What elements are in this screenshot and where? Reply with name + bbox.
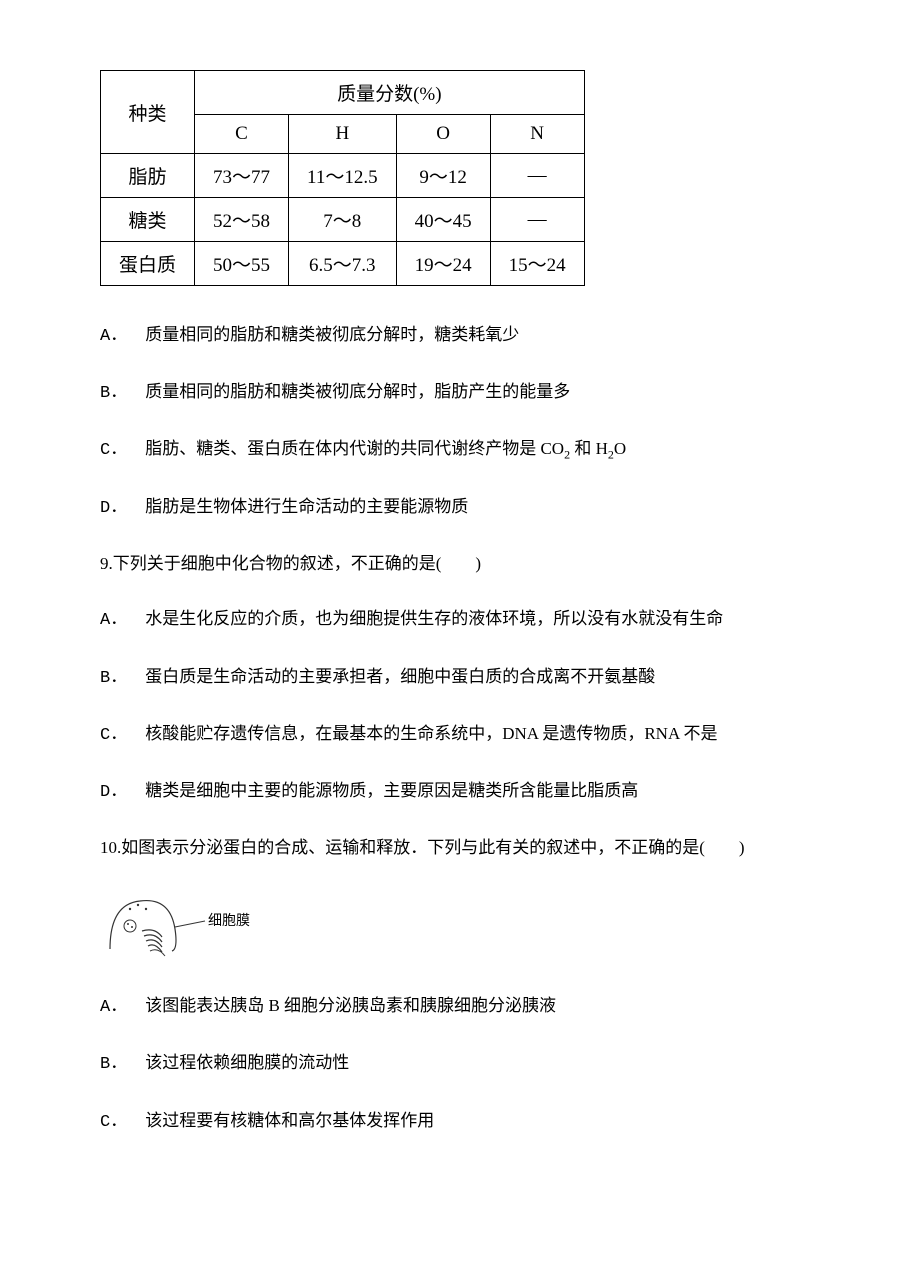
- q9-option-c: C． 核酸能贮存遗传信息，在最基本的生命系统中，DNA 是遗传物质，RNA 不是: [100, 720, 835, 749]
- composition-table: 种类 质量分数(%) C H O N 脂肪 73～77 11～12.5 9～12…: [100, 70, 585, 286]
- table-row: 蛋白质 50～55 6.5～7.3 19～24 15～24: [101, 242, 585, 286]
- q8-option-a: A． 质量相同的脂肪和糖类被彻底分解时，糖类耗氧少: [100, 321, 835, 350]
- q9-option-d: D． 糖类是细胞中主要的能源物质，主要原因是糖类所含能量比脂质高: [100, 777, 835, 806]
- table-row: 脂肪 73～77 11～12.5 9～12 —: [101, 154, 585, 198]
- option-text: 核酸能贮存遗传信息，在最基本的生命系统中，DNA 是遗传物质，RNA 不是: [145, 724, 717, 743]
- q9-option-a: A． 水是生化反应的介质，也为细胞提供生存的液体环境，所以没有水就没有生命: [100, 605, 835, 634]
- group-header: 质量分数(%): [195, 71, 585, 115]
- option-text: 该过程依赖细胞膜的流动性: [145, 1053, 349, 1072]
- q9-option-b: B． 蛋白质是生命活动的主要承担者，细胞中蛋白质的合成离不开氨基酸: [100, 663, 835, 692]
- option-label: B．: [100, 665, 127, 692]
- cell: 73～77: [195, 154, 289, 198]
- q10-option-b: B． 该过程依赖细胞膜的流动性: [100, 1049, 835, 1078]
- row-header-label: 种类: [101, 71, 195, 154]
- cell: —: [490, 198, 584, 242]
- option-label: C．: [100, 722, 127, 749]
- table-row: 糖类 52～58 7～8 40～45 —: [101, 198, 585, 242]
- cell: 40～45: [396, 198, 490, 242]
- option-text: 质量相同的脂肪和糖类被彻底分解时，脂肪产生的能量多: [145, 382, 570, 401]
- option-label: A．: [100, 323, 127, 350]
- cell: 15～24: [490, 242, 584, 286]
- option-text: 糖类是细胞中主要的能源物质，主要原因是糖类所含能量比脂质高: [145, 781, 638, 800]
- option-text: 该图能表达胰岛 B 细胞分泌胰岛素和胰腺细胞分泌胰液: [145, 996, 556, 1015]
- cell: 7～8: [289, 198, 397, 242]
- cell-diagram-icon: 细胞膜: [100, 889, 270, 964]
- col-c: C: [195, 115, 289, 154]
- cell: 52～58: [195, 198, 289, 242]
- cell: 9～12: [396, 154, 490, 198]
- cell: 6.5～7.3: [289, 242, 397, 286]
- option-text: 脂肪是生物体进行生命活动的主要能源物质: [145, 497, 468, 516]
- option-label: C．: [100, 437, 127, 464]
- q8-option-d: D． 脂肪是生物体进行生命活动的主要能源物质: [100, 493, 835, 522]
- cell: —: [490, 154, 584, 198]
- option-label: D．: [100, 779, 127, 806]
- col-o: O: [396, 115, 490, 154]
- option-text: 该过程要有核糖体和高尔基体发挥作用: [145, 1111, 434, 1130]
- row-label: 蛋白质: [101, 242, 195, 286]
- q10-stem: 10.如图表示分泌蛋白的合成、运输和释放．下列与此有关的叙述中，不正确的是( ): [100, 834, 835, 861]
- option-text: 质量相同的脂肪和糖类被彻底分解时，糖类耗氧少: [145, 325, 519, 344]
- cell: 19～24: [396, 242, 490, 286]
- row-label: 脂肪: [101, 154, 195, 198]
- q9-stem: 9.下列关于细胞中化合物的叙述，不正确的是( ): [100, 550, 835, 577]
- q8-option-c: C． 脂肪、糖类、蛋白质在体内代谢的共同代谢终产物是 CO2 和 H2O: [100, 435, 835, 465]
- option-text: 脂肪、糖类、蛋白质在体内代谢的共同代谢终产物是 CO2 和 H2O: [145, 439, 626, 458]
- option-label: A．: [100, 994, 127, 1021]
- q10-option-c: C． 该过程要有核糖体和高尔基体发挥作用: [100, 1107, 835, 1136]
- cell: 11～12.5: [289, 154, 397, 198]
- option-label: C．: [100, 1109, 127, 1136]
- col-n: N: [490, 115, 584, 154]
- row-label: 糖类: [101, 198, 195, 242]
- option-text: 蛋白质是生命活动的主要承担者，细胞中蛋白质的合成离不开氨基酸: [145, 667, 655, 686]
- q10-diagram: 细胞膜: [100, 889, 835, 964]
- option-label: D．: [100, 495, 127, 522]
- option-label: B．: [100, 1051, 127, 1078]
- q8-option-b: B． 质量相同的脂肪和糖类被彻底分解时，脂肪产生的能量多: [100, 378, 835, 407]
- col-h: H: [289, 115, 397, 154]
- q10-option-a: A． 该图能表达胰岛 B 细胞分泌胰岛素和胰腺细胞分泌胰液: [100, 992, 835, 1021]
- option-label: B．: [100, 380, 127, 407]
- option-text: 水是生化反应的介质，也为细胞提供生存的液体环境，所以没有水就没有生命: [145, 609, 723, 628]
- diagram-label: 细胞膜: [208, 913, 250, 929]
- option-label: A．: [100, 607, 127, 634]
- cell: 50～55: [195, 242, 289, 286]
